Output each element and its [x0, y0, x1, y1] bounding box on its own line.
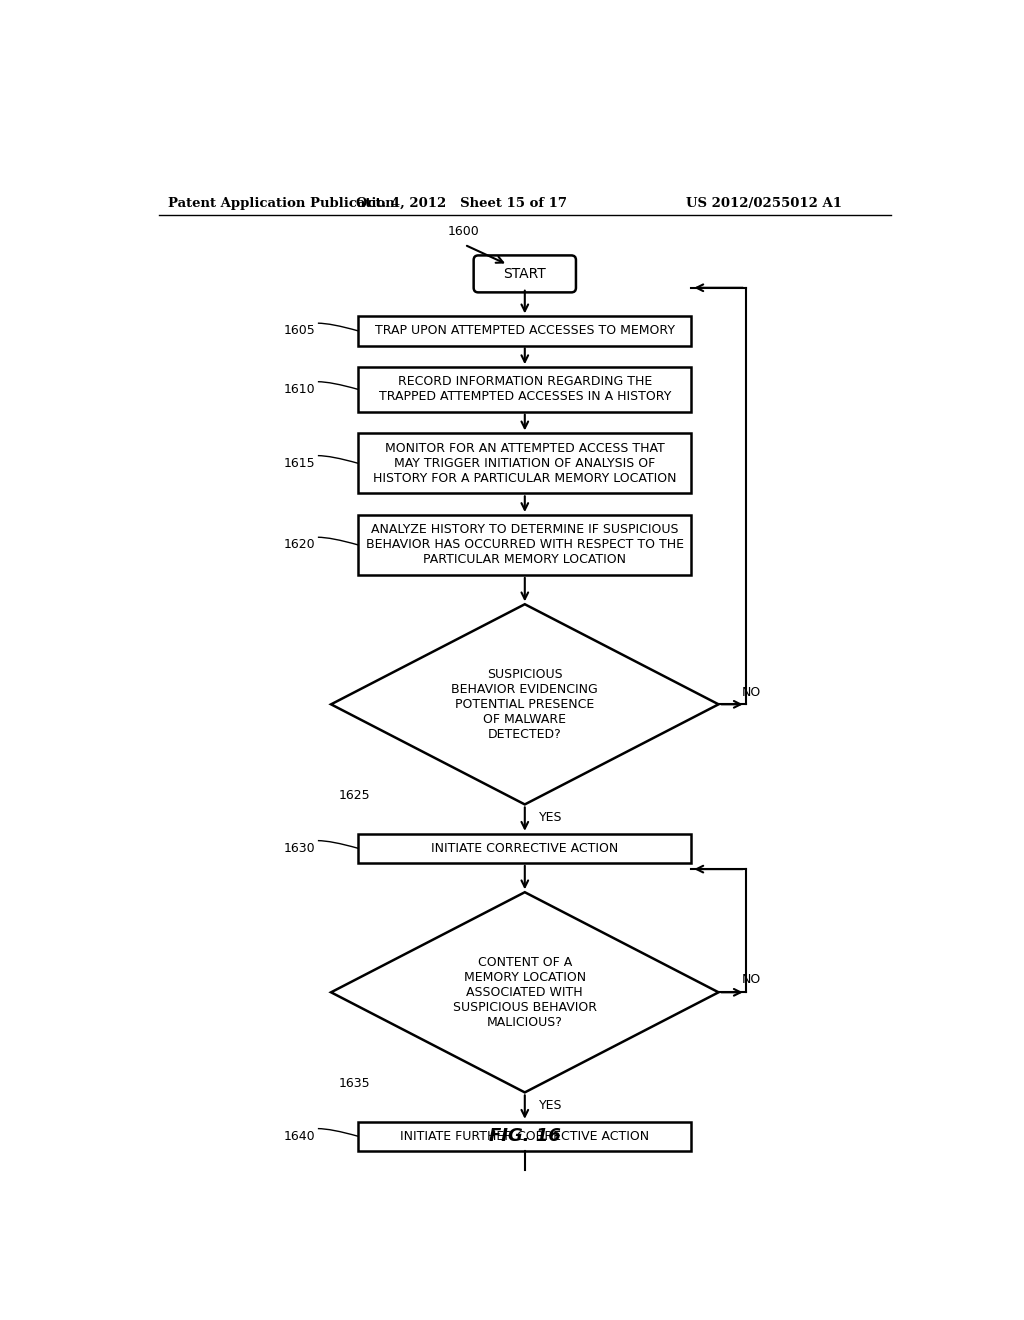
Text: YES: YES	[539, 810, 562, 824]
Text: 1635: 1635	[339, 1077, 371, 1090]
Text: 1630: 1630	[284, 842, 315, 855]
Text: 1615: 1615	[284, 457, 315, 470]
Text: MONITOR FOR AN ATTEMPTED ACCESS THAT
MAY TRIGGER INITIATION OF ANALYSIS OF
HISTO: MONITOR FOR AN ATTEMPTED ACCESS THAT MAY…	[373, 442, 677, 484]
FancyBboxPatch shape	[474, 256, 575, 293]
Bar	[358, 834, 691, 863]
Bar	[358, 433, 691, 494]
Text: YES: YES	[539, 1098, 562, 1111]
Text: Patent Application Publication: Patent Application Publication	[168, 197, 395, 210]
Text: SUSPICIOUS
BEHAVIOR EVIDENCING
POTENTIAL PRESENCE
OF MALWARE
DETECTED?: SUSPICIOUS BEHAVIOR EVIDENCING POTENTIAL…	[452, 668, 598, 741]
Polygon shape	[331, 605, 719, 804]
Text: Oct. 4, 2012   Sheet 15 of 17: Oct. 4, 2012 Sheet 15 of 17	[355, 197, 566, 210]
Text: US 2012/0255012 A1: US 2012/0255012 A1	[686, 197, 842, 210]
Bar	[358, 367, 691, 412]
Bar	[358, 317, 691, 346]
Text: TRAP UPON ATTEMPTED ACCESSES TO MEMORY: TRAP UPON ATTEMPTED ACCESSES TO MEMORY	[375, 325, 675, 338]
Text: 1610: 1610	[284, 383, 315, 396]
Text: 1605: 1605	[284, 325, 315, 338]
Bar	[358, 1122, 691, 1151]
Text: 1600: 1600	[447, 224, 479, 238]
Text: CONTENT OF A
MEMORY LOCATION
ASSOCIATED WITH
SUSPICIOUS BEHAVIOR
MALICIOUS?: CONTENT OF A MEMORY LOCATION ASSOCIATED …	[453, 956, 597, 1028]
Polygon shape	[331, 892, 719, 1093]
Text: 1620: 1620	[284, 539, 315, 552]
Text: NO: NO	[741, 973, 761, 986]
Bar	[358, 515, 691, 576]
Text: INITIATE FURTHER CORRECTIVE ACTION: INITIATE FURTHER CORRECTIVE ACTION	[400, 1130, 649, 1143]
Text: NO: NO	[741, 685, 761, 698]
Text: 1640: 1640	[284, 1130, 315, 1143]
Text: 1625: 1625	[339, 789, 371, 803]
Text: RECORD INFORMATION REGARDING THE
TRAPPED ATTEMPTED ACCESSES IN A HISTORY: RECORD INFORMATION REGARDING THE TRAPPED…	[379, 375, 671, 404]
Text: ANALYZE HISTORY TO DETERMINE IF SUSPICIOUS
BEHAVIOR HAS OCCURRED WITH RESPECT TO: ANALYZE HISTORY TO DETERMINE IF SUSPICIO…	[366, 524, 684, 566]
Text: FIG. 16: FIG. 16	[488, 1127, 561, 1146]
Text: START: START	[504, 267, 546, 281]
Text: INITIATE CORRECTIVE ACTION: INITIATE CORRECTIVE ACTION	[431, 842, 618, 855]
